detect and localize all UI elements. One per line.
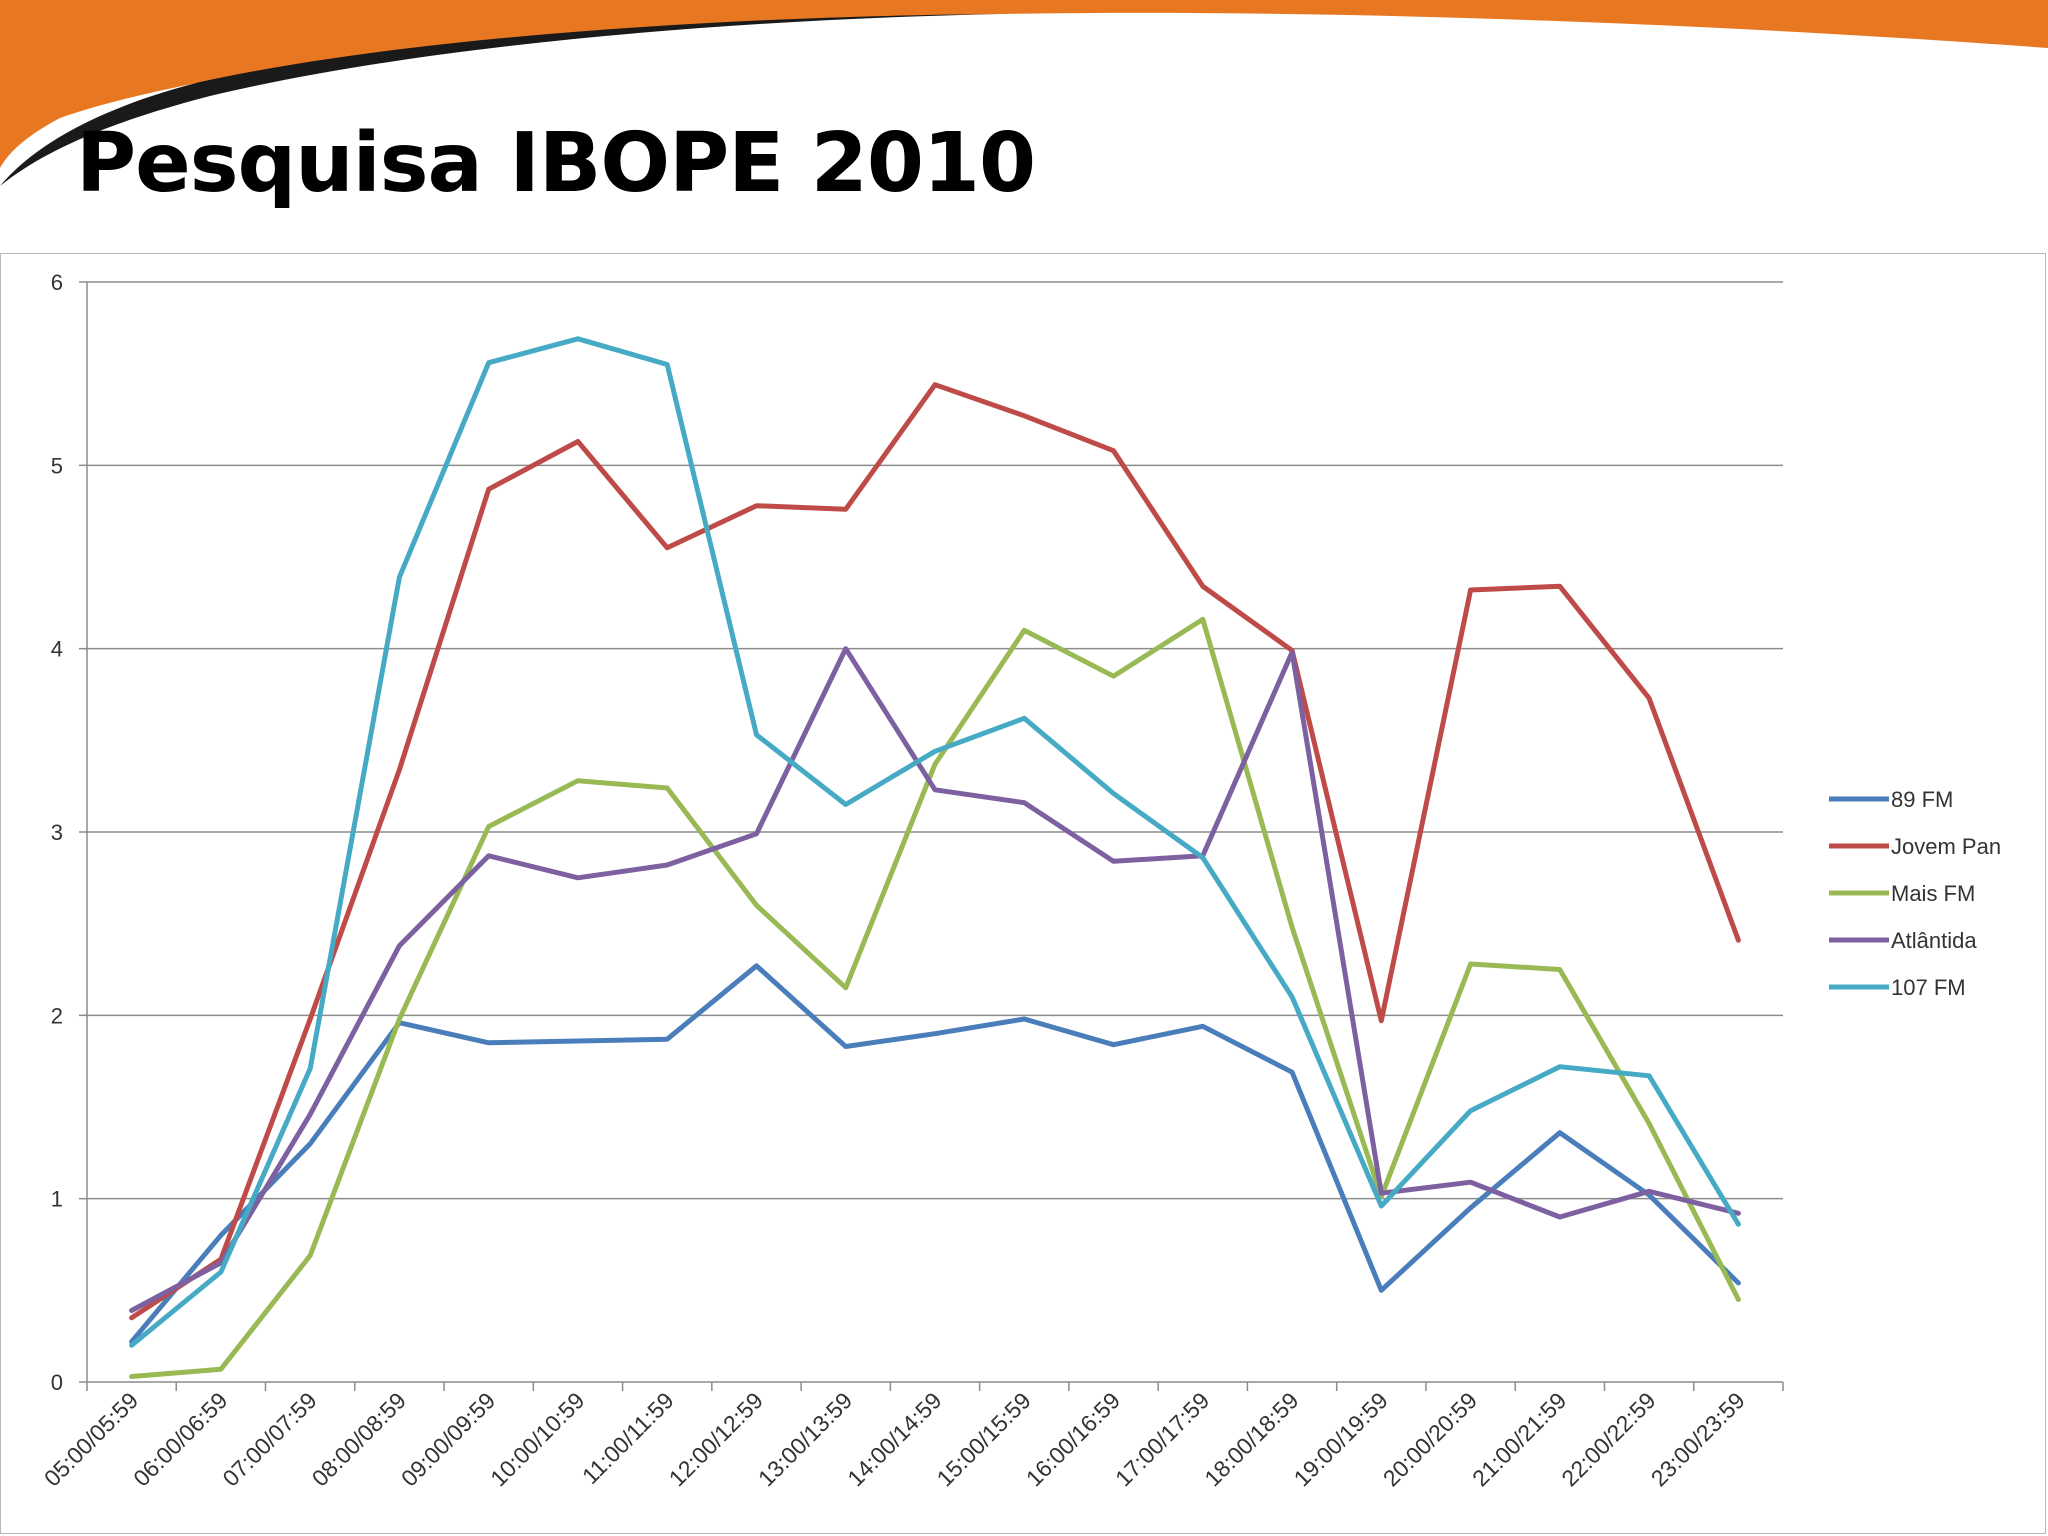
y-tick-label: 3 [51,820,63,845]
y-tick-label: 6 [51,270,63,295]
legend-label: Mais FM [1891,881,1975,906]
x-tick-label: 18:00/18:59 [1199,1387,1303,1491]
line-chart: 0 1 2 3 4 5 6 05:00/05:5906:00/06:5907:00/07:59… [39,270,2001,1491]
y-tick-label: 0 [51,1370,63,1395]
x-tick-label: 17:00/17:59 [1110,1387,1214,1491]
x-tick-label: 06:00/06:59 [128,1387,232,1491]
y-tick-label: 5 [51,453,63,478]
axes: 0 1 2 3 4 5 6 05:00/05:5906:00/06:5907:00/07:59… [39,270,1784,1491]
x-tick-label: 21:00/21:59 [1467,1387,1571,1491]
series-line-0 [129,963,1741,1345]
slide-title: Pesquisa IBOPE 2010 [76,116,1036,211]
x-tick-label: 14:00/14:59 [842,1387,946,1491]
x-tick-label: 12:00/12:59 [664,1387,768,1491]
series-line-4 [129,336,1741,1348]
legend-label: Atlântida [1891,928,1977,953]
x-tick-label: 10:00/10:59 [485,1387,589,1491]
x-tick-label: 23:00/23:59 [1646,1387,1750,1491]
x-tick-label: 05:00/05:59 [39,1387,143,1491]
x-tick-label: 16:00/16:59 [1021,1387,1125,1491]
x-tick-label: 09:00/09:59 [396,1387,500,1491]
gridlines [87,281,1783,1200]
legend-label: 89 FM [1891,787,1953,812]
x-tick-label: 15:00/15:59 [931,1387,1035,1491]
slide-header-decoration [0,0,2048,186]
y-tick-label: 4 [51,637,63,662]
series-line-3 [129,646,1741,1313]
chart-area: 0 1 2 3 4 5 6 05:00/05:59 06:00/06:59 07:00/07:59… [0,253,2046,1534]
x-tick-label: 07:00/07:59 [217,1387,321,1491]
legend: 89 FM Jovem Pan Mais FM Atlântida 107 FM [1829,787,2001,1000]
series-lines [129,336,1741,1379]
x-tick-label: 20:00/20:59 [1378,1387,1482,1491]
y-tick-label: 2 [51,1003,63,1028]
series-line-2 [129,616,1741,1379]
x-tick-label: 22:00/22:59 [1556,1387,1660,1491]
x-tick-label: 08:00/08:59 [307,1387,411,1491]
series-line-1 [129,382,1741,1321]
x-tick-label: 19:00/19:59 [1289,1387,1393,1491]
y-tick-label: 1 [51,1187,63,1212]
x-tick-label: 13:00/13:59 [753,1387,857,1491]
legend-label: Jovem Pan [1891,834,2001,859]
legend-label: 107 FM [1891,975,1966,1000]
orange-header-band [0,0,2048,168]
